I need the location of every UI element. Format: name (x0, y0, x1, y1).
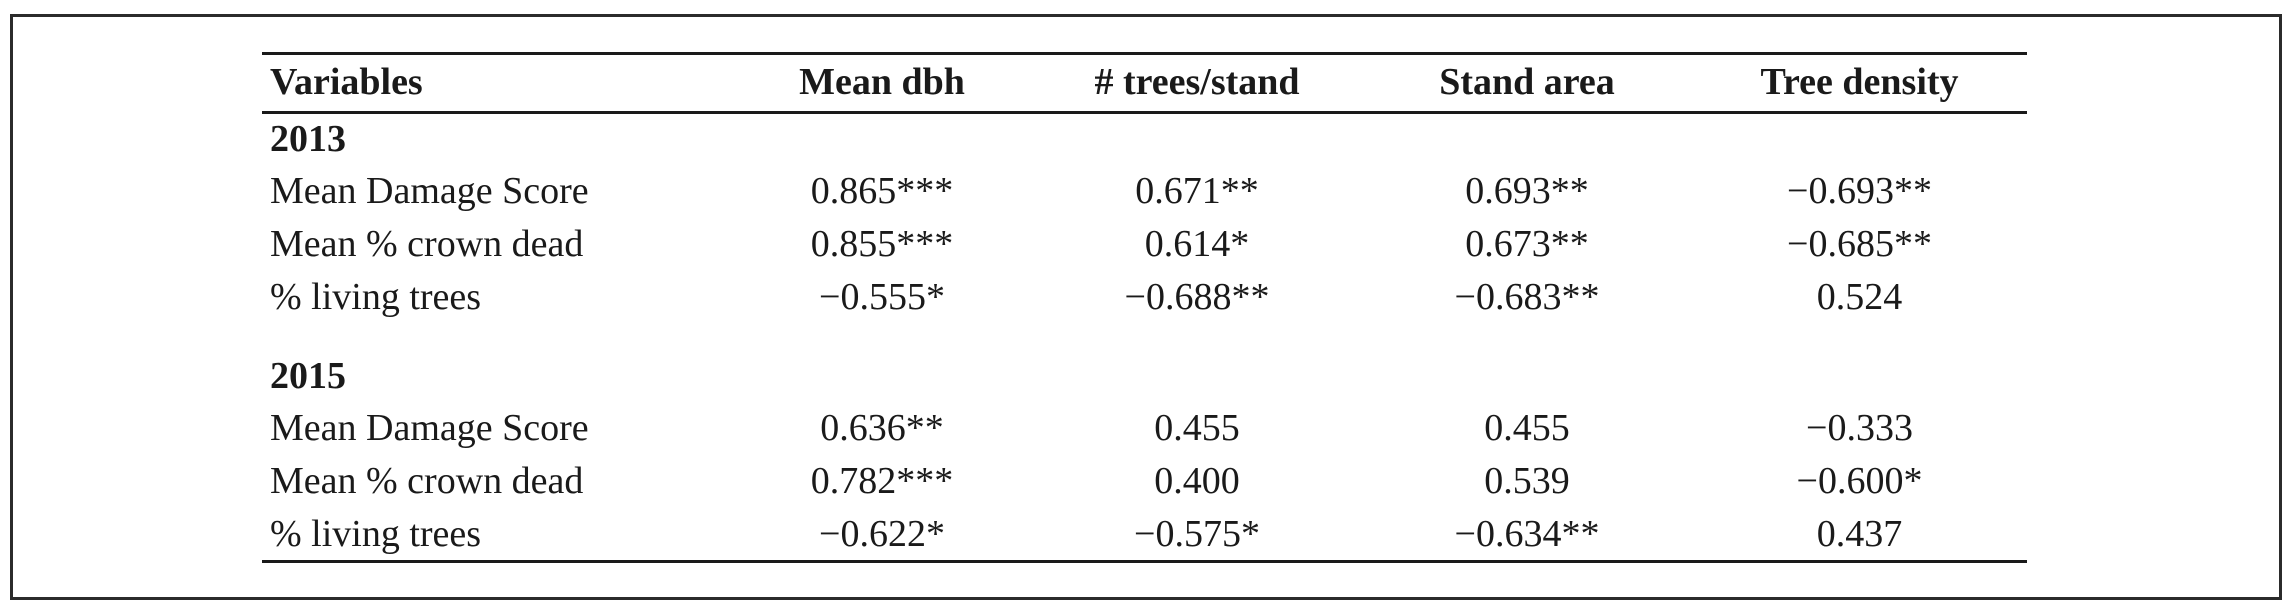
cell-mean-dbh: −0.555* (819, 275, 945, 318)
cell-trees-per-stand: 0.455 (1154, 406, 1240, 449)
cell-mean-dbh: 0.865*** (810, 169, 954, 212)
cell-trees-per-stand: 0.614* (1144, 222, 1250, 265)
cell-stand-area: 0.455 (1484, 406, 1570, 449)
cell-mean-dbh: 0.855*** (810, 222, 954, 265)
cell-stand-area: −0.683** (1454, 275, 1600, 318)
header-mean-dbh: Mean dbh (799, 61, 965, 103)
correlation-table-container: Variables Mean dbh # trees/stand Stand a… (262, 52, 2027, 563)
table-row: Mean Damage Score 0.865*** 0.671** 0.693… (262, 164, 2027, 217)
cell-tree-density: −0.333 (1806, 406, 1913, 449)
cell-trees-per-stand: 0.671** (1135, 169, 1259, 212)
header-stand-area: Stand area (1439, 61, 1615, 103)
cell-tree-density: −0.693** (1787, 169, 1932, 212)
table-row: Mean % crown dead 0.782*** 0.400 0.539 −… (262, 454, 2027, 507)
group-spacer (262, 323, 2027, 351)
cell-mean-dbh: −0.622* (819, 512, 945, 555)
row-variable: Mean % crown dead (270, 459, 584, 502)
cell-tree-density: −0.600* (1796, 459, 1923, 502)
row-variable: Mean Damage Score (270, 406, 589, 449)
cell-tree-density: 0.437 (1816, 512, 1903, 555)
group-year-label: 2015 (270, 355, 346, 397)
table-row: Mean Damage Score 0.636** 0.455 0.455 −0… (262, 401, 2027, 454)
cell-tree-density: 0.524 (1816, 275, 1903, 318)
cell-tree-density: −0.685** (1787, 222, 1932, 265)
table-row: % living trees −0.555* −0.688** −0.683**… (262, 270, 2027, 323)
header-row: Variables Mean dbh # trees/stand Stand a… (262, 53, 2027, 113)
row-variable: % living trees (270, 275, 482, 318)
cell-trees-per-stand: −0.688** (1124, 275, 1270, 318)
cell-stand-area: 0.693** (1465, 169, 1589, 212)
group-row-2013: 2013 (262, 113, 2027, 165)
cell-mean-dbh: 0.782*** (810, 459, 954, 502)
document-frame (10, 14, 2282, 600)
group-year-label: 2013 (270, 118, 346, 160)
row-variable: Mean % crown dead (270, 222, 584, 265)
cell-stand-area: 0.539 (1484, 459, 1570, 502)
header-trees-per-stand: # trees/stand (1094, 61, 1300, 103)
group-row-2015: 2015 (262, 351, 2027, 401)
cell-stand-area: −0.634** (1454, 512, 1600, 555)
row-variable: Mean Damage Score (270, 169, 589, 212)
cell-trees-per-stand: −0.575* (1134, 512, 1260, 555)
cell-mean-dbh: 0.636** (820, 406, 944, 449)
cell-trees-per-stand: 0.400 (1154, 459, 1240, 502)
table-row: Mean % crown dead 0.855*** 0.614* 0.673*… (262, 217, 2027, 270)
correlation-table: Variables Mean dbh # trees/stand Stand a… (262, 52, 2027, 563)
table-row: % living trees −0.622* −0.575* −0.634** … (262, 507, 2027, 562)
row-variable: % living trees (270, 512, 482, 555)
cell-stand-area: 0.673** (1465, 222, 1589, 265)
header-variables: Variables (270, 61, 423, 103)
header-tree-density: Tree density (1760, 61, 1959, 103)
